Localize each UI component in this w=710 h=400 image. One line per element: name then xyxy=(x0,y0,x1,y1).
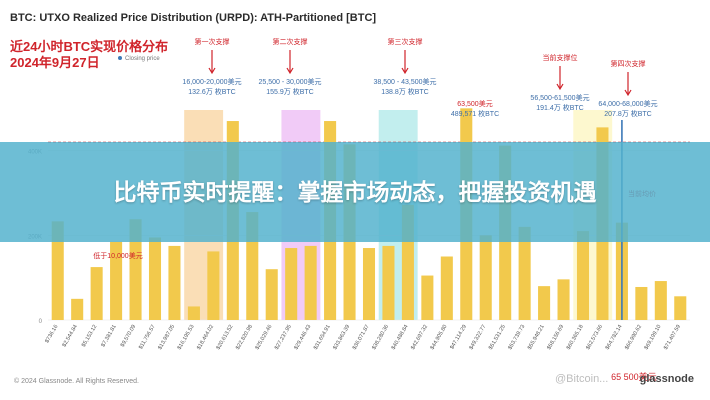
x-tick-label: $36,071.87 xyxy=(352,324,371,351)
support-label: 第四次支撑 xyxy=(611,59,646,68)
x-tick-label: $18,464.02 xyxy=(196,324,215,351)
support-range: 63,500美元 xyxy=(457,99,492,108)
bar xyxy=(518,226,531,320)
support-amount: 489,571 枚BTC xyxy=(451,109,499,118)
bar xyxy=(421,275,434,320)
banner-text: 比特币实时提醒：掌握市场动态，把握投资机遇 xyxy=(113,179,597,205)
x-tick-label: $29,446.43 xyxy=(293,324,312,351)
x-tick-label: $7,381.81 xyxy=(100,324,117,348)
arrow-down-icon xyxy=(401,50,409,75)
bar xyxy=(674,296,687,320)
x-tick-label: $71,407.59 xyxy=(663,324,682,351)
support-range: 低于10,000美元 xyxy=(93,251,142,260)
bar xyxy=(654,281,667,320)
x-tick-label: $51,531.25 xyxy=(488,324,507,351)
arrow-down-icon xyxy=(208,50,216,75)
x-tick-label: $69,199.10 xyxy=(644,324,663,351)
x-tick-label: $53,739.73 xyxy=(507,324,526,351)
support-amount: 155.9万 枚BTC xyxy=(266,87,313,96)
bar xyxy=(479,235,492,320)
bar xyxy=(382,245,395,320)
closing-price-label: 65 500美元 xyxy=(611,371,657,382)
legend-label: Closing price xyxy=(125,56,160,62)
copyright: © 2024 Glassnode. All Rights Reserved. xyxy=(14,378,140,385)
x-tick-label: $64,782.14 xyxy=(605,324,624,351)
x-tick-label: $44,905.80 xyxy=(430,324,449,351)
y-tick-label: 0 xyxy=(39,319,43,325)
bar xyxy=(51,221,64,320)
x-tick-label: $11,756.57 xyxy=(138,324,157,350)
bar xyxy=(635,286,648,320)
bar xyxy=(557,279,570,320)
x-tick-label: $38,280.36 xyxy=(371,324,390,351)
chart-title: BTC: UTXO Realized Price Distribution (U… xyxy=(10,12,377,24)
support-label: 当前支撑位 xyxy=(543,53,578,62)
x-tick-label: $2,544.84 xyxy=(61,324,78,348)
x-tick-label: $25,029.46 xyxy=(254,324,273,351)
bar xyxy=(90,267,103,320)
support-amount: 207.8万 枚BTC xyxy=(604,109,651,118)
bar xyxy=(110,241,123,320)
x-tick-label: $736.16 xyxy=(44,324,59,344)
support-amount: 191.4万 枚BTC xyxy=(536,103,583,112)
x-tick-label: $9,570.09 xyxy=(120,324,137,348)
bar xyxy=(148,237,162,320)
x-tick-label: $40,488.84 xyxy=(391,324,410,351)
x-tick-label: $55,948.21 xyxy=(527,324,546,351)
bar xyxy=(129,219,142,320)
bar xyxy=(576,231,590,320)
x-tick-label: $13,987.05 xyxy=(157,324,176,351)
x-tick-label: $62,573.66 xyxy=(585,324,604,351)
x-tick-label: $27,237.95 xyxy=(274,324,293,351)
brand-logo: glassnode xyxy=(639,373,694,385)
x-tick-label: $16,195.53 xyxy=(177,324,196,351)
support-range: 16,000-20,000美元 xyxy=(182,77,241,86)
x-tick-label: $47,114.29 xyxy=(449,324,468,350)
x-tick-label: $42,697.32 xyxy=(410,324,429,351)
arrow-down-icon xyxy=(286,50,294,75)
bar xyxy=(285,248,298,320)
support-label: 第三次支撑 xyxy=(388,37,423,46)
headline-banner: 比特币实时提醒：掌握市场动态，把握投资机遇 xyxy=(0,142,710,242)
support-amount: 132.6万 枚BTC xyxy=(188,87,235,96)
cn-title: 近24小时BTC实现价格分布 xyxy=(10,39,169,54)
support-range: 64,000-68,000美元 xyxy=(598,99,657,108)
x-tick-label: $20,613.52 xyxy=(216,324,235,351)
arrow-down-icon xyxy=(556,66,564,91)
bar xyxy=(187,306,200,320)
support-range: 25,500 - 30,000美元 xyxy=(258,77,321,86)
x-tick-label: $33,863.39 xyxy=(332,324,351,351)
support-label: 第一次支撑 xyxy=(195,37,230,46)
x-tick-label: $58,156.69 xyxy=(546,324,565,351)
support-range: 38,500 - 43,500美元 xyxy=(373,77,436,86)
bar xyxy=(538,286,551,320)
x-tick-label: $31,654.91 xyxy=(313,324,332,351)
legend-dot-icon xyxy=(118,56,122,61)
bar xyxy=(71,298,84,320)
bar xyxy=(304,245,317,320)
support-amount: 138.8万 枚BTC xyxy=(381,87,428,96)
x-tick-label: $49,322.77 xyxy=(468,324,487,351)
chart-legend: Closing price xyxy=(118,56,160,62)
support-label: 第二次支撑 xyxy=(273,37,308,46)
watermark: @Bitcoin... xyxy=(555,373,609,385)
bar xyxy=(362,248,376,320)
support-range: 56,500-61,500美元 xyxy=(530,93,589,102)
bar xyxy=(265,269,278,320)
x-tick-label: $5,153.12 xyxy=(81,324,98,348)
cn-date: 2024年9月27日 xyxy=(10,55,100,70)
x-tick-label: $60,365.18 xyxy=(566,324,585,351)
x-tick-label: $22,820.98 xyxy=(235,324,254,351)
arrow-down-icon xyxy=(624,72,632,97)
bar xyxy=(440,256,453,320)
x-tick-label: $66,990.62 xyxy=(624,324,643,351)
bar xyxy=(168,245,181,320)
bar xyxy=(207,251,220,320)
